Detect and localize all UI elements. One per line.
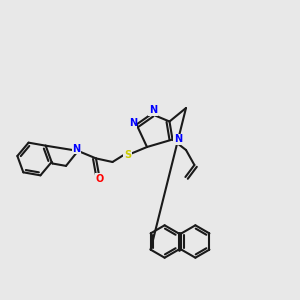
Text: N: N [129, 118, 137, 128]
Text: N: N [149, 105, 157, 116]
Text: N: N [174, 134, 182, 145]
Text: N: N [72, 143, 81, 154]
Text: O: O [95, 173, 104, 184]
Text: S: S [124, 149, 131, 160]
